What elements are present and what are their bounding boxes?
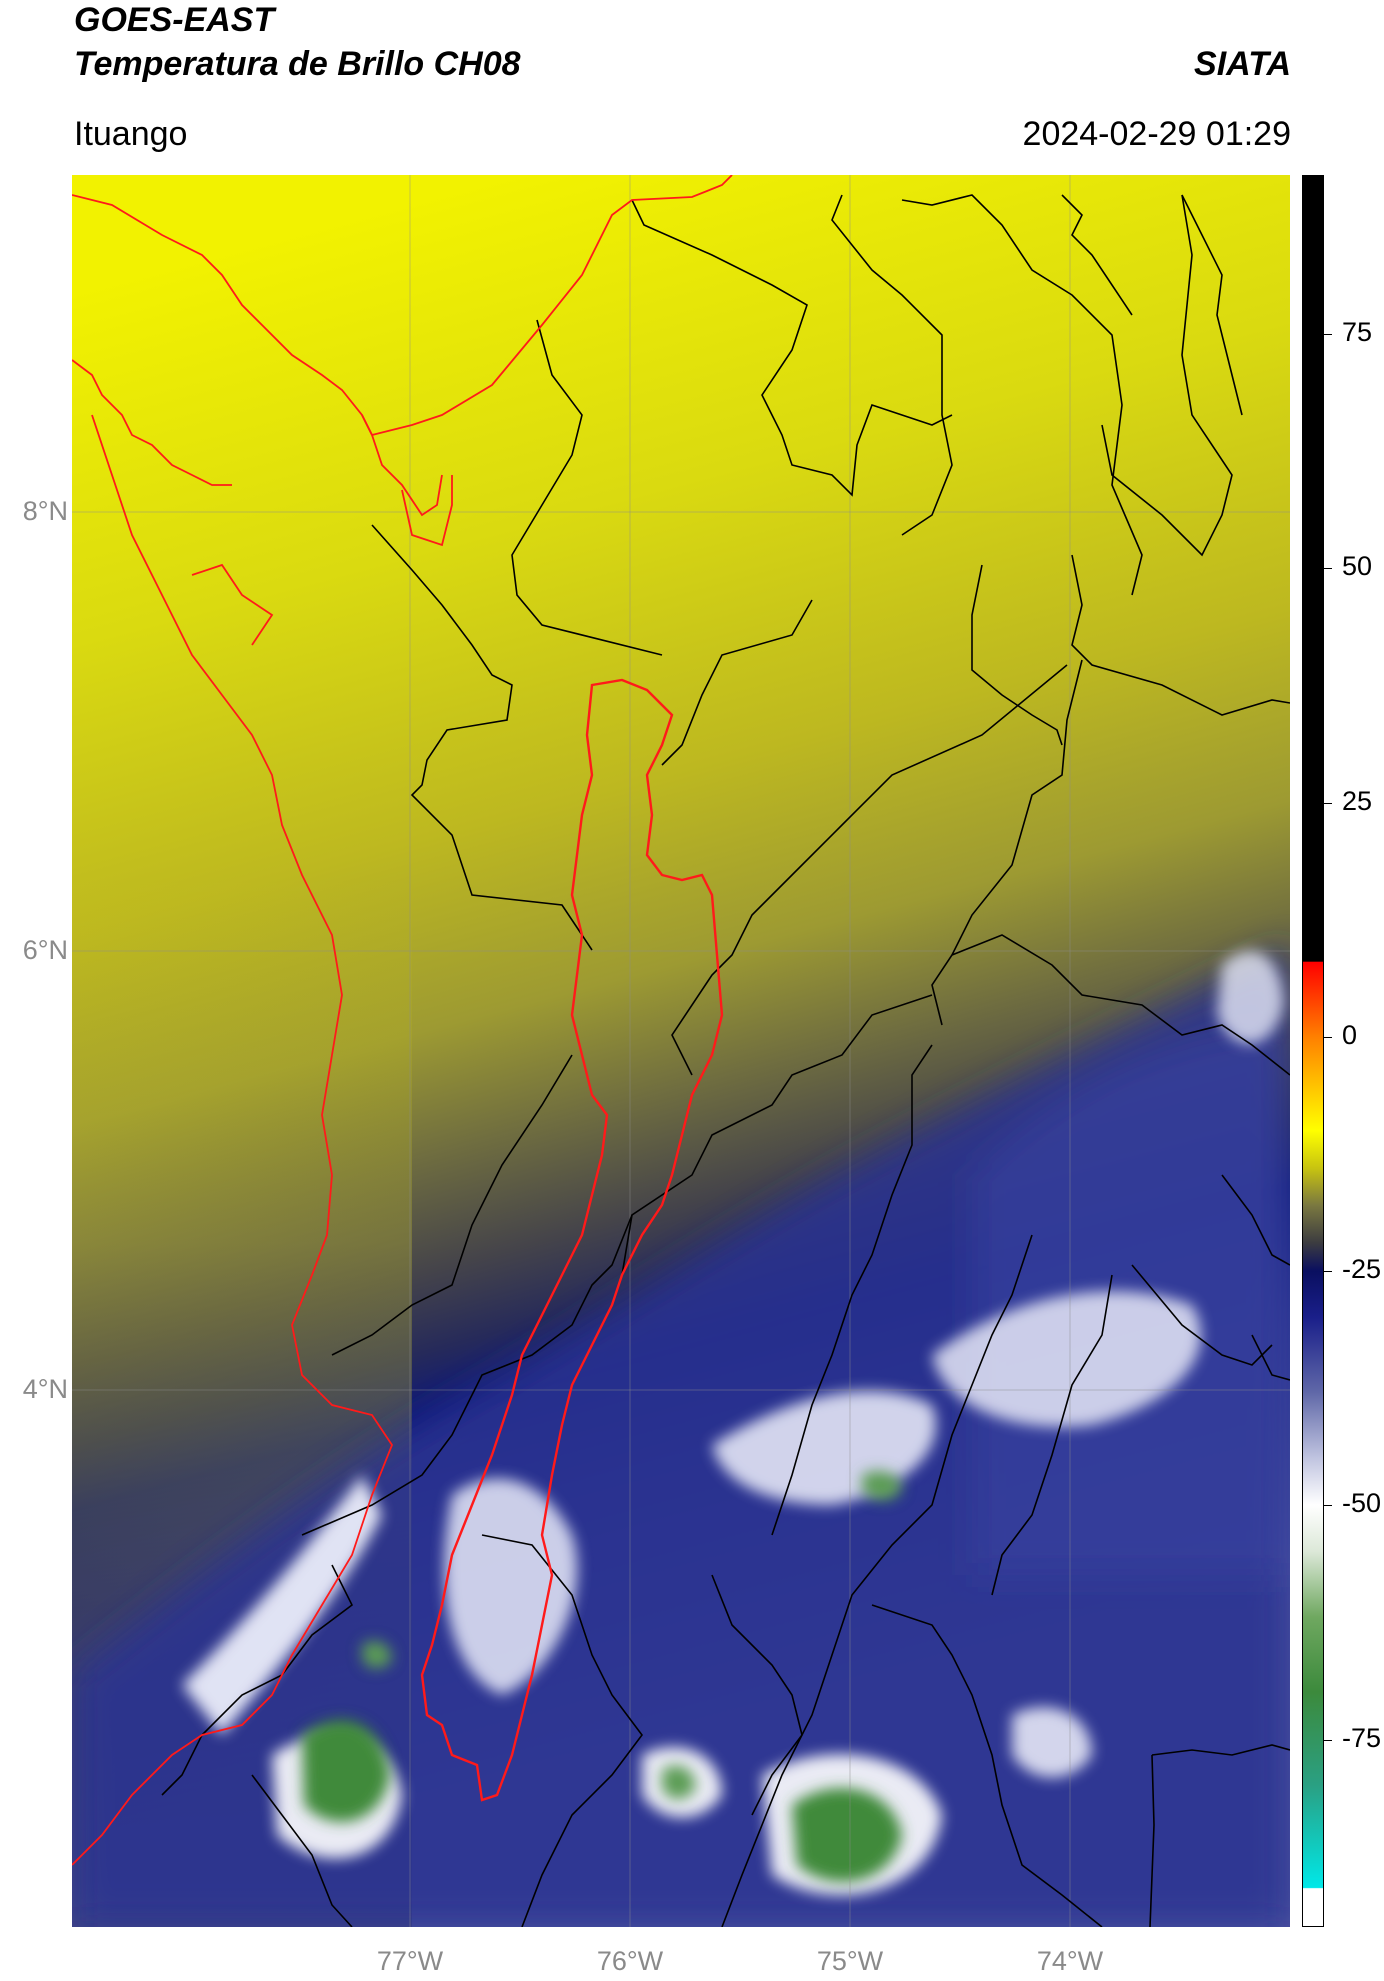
lat-label-8n: 8°N (22, 496, 68, 526)
colorbar-tick-label: -75 (1342, 1722, 1382, 1753)
colorbar-tick (1324, 568, 1332, 570)
ituango-basin-outline (420, 678, 724, 1802)
coastline (72, 175, 733, 1866)
colorbar-tick-label: 50 (1342, 551, 1373, 582)
brightness-temperature-map (72, 175, 1290, 1927)
colorbar-tick-label: 0 (1342, 1019, 1358, 1050)
brand-label: SIATA (1194, 45, 1291, 83)
lat-label-4n: 4°N (22, 1374, 68, 1404)
temperature-colorbar (1302, 175, 1324, 1927)
product-title: Temperatura de Brillo CH08 (74, 45, 521, 83)
coldest-cores-green (302, 1470, 902, 1882)
colorbar-tick (1324, 1505, 1332, 1507)
colorbar-tick (1324, 1271, 1332, 1273)
timestamp-label: 2024-02-29 01:29 (1022, 115, 1291, 153)
colorbar-tick-label: -25 (1342, 1254, 1382, 1285)
colorbar-tick (1324, 1739, 1332, 1741)
satellite-title: GOES-EAST (74, 1, 275, 39)
lon-label-75w: 75°W (816, 1946, 884, 1976)
region-label: Ituango (74, 115, 188, 153)
colorbar-tick (1324, 802, 1332, 804)
colorbar-tick-label: 75 (1342, 317, 1373, 348)
department-boundaries (161, 194, 1290, 1927)
lat-label-6n: 6°N (22, 935, 68, 965)
lon-label-74w: 74°W (1036, 1946, 1104, 1976)
colorbar-tick-label: -50 (1342, 1488, 1382, 1519)
colorbar-tick (1324, 1036, 1332, 1038)
lon-label-77w: 77°W (376, 1946, 444, 1976)
colorbar-tick (1324, 334, 1332, 336)
graticule (72, 175, 1290, 1927)
colorbar-tick-label: 25 (1342, 785, 1373, 816)
lon-label-76w: 76°W (596, 1946, 664, 1976)
